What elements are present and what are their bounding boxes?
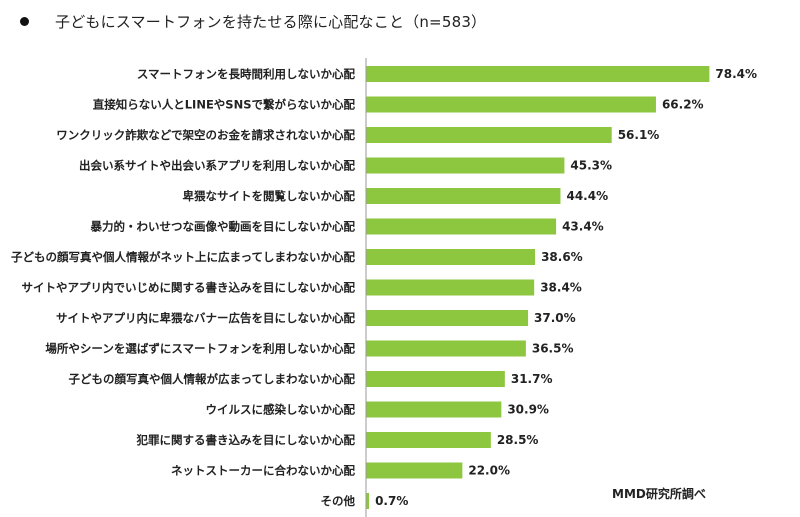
category-label-4: 出会い系サイトや出会い系アプリを利用しないか心配 — [79, 159, 355, 173]
category-label-10: 場所やシーンを選ばずにスマートフォンを利用しないか心配 — [45, 342, 355, 356]
value-label-5: 44.4% — [566, 189, 608, 203]
value-label-8: 38.4% — [540, 281, 582, 295]
bar-7 — [366, 249, 536, 265]
value-label-1: 78.4% — [715, 67, 757, 81]
category-label-14: ネットストーカーに合わないか心配 — [171, 464, 355, 478]
category-label-12: ウイルスに感染しないか心配 — [206, 403, 356, 417]
value-label-3: 56.1% — [618, 128, 660, 142]
bar-4 — [366, 157, 565, 174]
value-label-2: 66.2% — [662, 98, 704, 112]
value-label-7: 38.6% — [541, 250, 583, 264]
value-label-11: 31.7% — [511, 372, 553, 386]
bar-15 — [366, 493, 370, 509]
category-label-6: 暴力的・わいせつな画像や動画を目にしないか心配 — [90, 220, 356, 234]
category-label-15: その他 — [321, 494, 356, 508]
bar-12 — [366, 401, 502, 418]
bars-group — [366, 66, 710, 509]
value-label-12: 30.9% — [507, 403, 549, 417]
category-label-9: サイトやアプリ内に卑猥なバナー広告を目にしないか心配 — [56, 311, 355, 325]
category-label-5: 卑猥なサイトを閲覧しないか心配 — [183, 189, 356, 203]
value-label-4: 45.3% — [570, 159, 612, 173]
bar-10 — [366, 340, 526, 357]
category-label-13: 犯罪に関する書き込みを目にしないか心配 — [136, 433, 356, 447]
bar-6 — [366, 218, 557, 235]
chart-title-row: 子どもにスマートフォンを持たせる際に心配なこと（n=583） — [20, 9, 486, 33]
bar-5 — [366, 188, 561, 204]
category-label-2: 直接知らない人とLINEやSNSで繋がらないか心配 — [93, 98, 356, 112]
bar-3 — [366, 127, 612, 143]
category-label-8: サイトやアプリ内でいじめに関する書き込みを目にしないか心配 — [22, 281, 356, 295]
bar-14 — [366, 462, 463, 479]
value-label-15: 0.7% — [375, 494, 408, 508]
value-label-14: 22.0% — [468, 464, 510, 478]
bar-9 — [366, 310, 529, 326]
bar-8 — [366, 279, 535, 296]
category-labels: スマートフォンを長時間利用しないか心配直接知らない人とLINEやSNSで繋がらな… — [11, 67, 355, 508]
bar-1 — [366, 66, 710, 82]
category-label-3: ワンクリック詐欺などで架空のお金を請求されないか心配 — [56, 128, 355, 142]
value-label-13: 28.5% — [497, 433, 539, 447]
source-note: MMD研究所調べ — [612, 487, 706, 501]
category-label-1: スマートフォンを長時間利用しないか心配 — [137, 67, 356, 81]
category-label-7: 子どもの顔写真や個人情報がネット上に広まってしまわないか心配 — [11, 250, 355, 264]
bar-2 — [366, 96, 656, 113]
category-label-11: 子どもの顔写真や個人情報が広まってしまわないか心配 — [69, 372, 356, 386]
bullet-icon — [20, 16, 29, 26]
value-label-6: 43.4% — [562, 220, 604, 234]
bar-13 — [366, 432, 491, 448]
chart-title: 子どもにスマートフォンを持たせる際に心配なこと（n=583） — [55, 12, 487, 31]
value-labels: 78.4% 66.2% 56.1% 45.3% 44.4% 43.4% 38.6% 38.4%… — [375, 67, 757, 508]
value-label-9: 37.0% — [534, 311, 576, 325]
bar-11 — [366, 371, 505, 387]
value-label-10: 36.5% — [532, 342, 574, 356]
